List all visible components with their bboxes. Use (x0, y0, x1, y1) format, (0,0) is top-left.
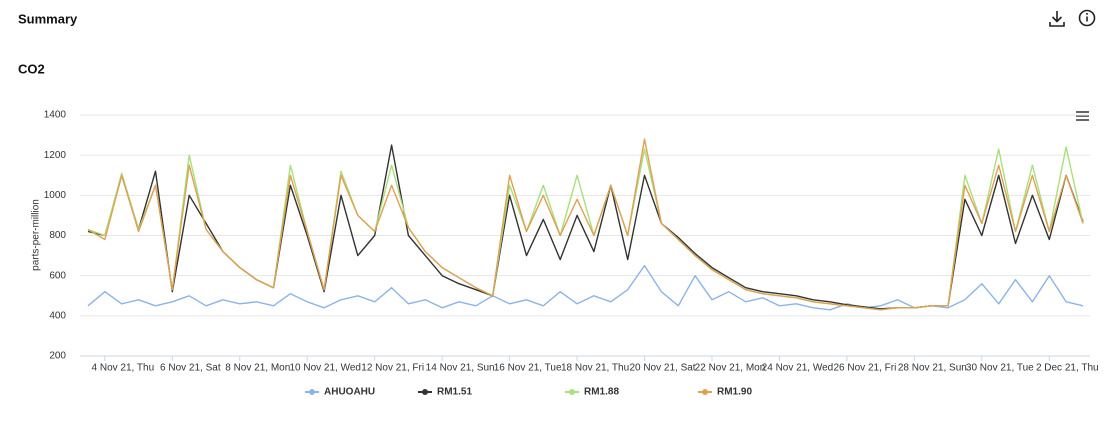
legend-label: AHUOAHU (324, 387, 375, 398)
legend-marker (569, 389, 575, 395)
series-line (87, 264, 1084, 311)
x-tick-label: 16 Nov 21, Tue (494, 363, 562, 374)
y-tick-label: 200 (49, 351, 66, 362)
x-tick-label: 22 Nov 21, Mon (695, 363, 766, 374)
download-icon[interactable] (1049, 11, 1065, 27)
x-tick-label: 8 Nov 21, Mon (225, 363, 290, 374)
y-tick-label: 1000 (44, 190, 67, 201)
y-tick-label: 400 (49, 310, 66, 321)
x-tick-label: 20 Nov 21, Sat (629, 363, 695, 374)
legend-marker (309, 389, 315, 395)
x-tick-label: 14 Nov 21, Sun (426, 363, 495, 374)
info-icon[interactable] (1078, 9, 1096, 27)
y-tick-label: 1200 (44, 150, 67, 161)
series-line (87, 144, 1084, 310)
legend-label: RM1.51 (437, 387, 472, 398)
x-tick-label: 6 Nov 21, Sat (160, 363, 221, 374)
x-tick-label: 10 Nov 21, Wed (289, 363, 361, 374)
panel-title: Summary (18, 11, 78, 26)
x-tick-label: 26 Nov 21, Fri (833, 363, 896, 374)
y-tick-label: 600 (49, 270, 66, 281)
x-tick-label: 18 Nov 21, Thu (561, 363, 629, 374)
x-tick-label: 28 Nov 21, Sun (898, 363, 967, 374)
legend-label: RM1.90 (717, 387, 752, 398)
series-line (87, 146, 1084, 311)
y-axis-label: parts-per-million (31, 199, 42, 271)
legend-marker (422, 389, 428, 395)
series-line (87, 138, 1084, 311)
x-tick-label: 2 Dec 21, Thu (1036, 363, 1099, 374)
x-tick-label: 4 Nov 21, Thu (92, 363, 155, 374)
x-tick-label: 24 Nov 21, Wed (762, 363, 834, 374)
chart-menu[interactable] (1076, 111, 1089, 121)
legend-marker (702, 389, 708, 395)
legend-label: RM1.88 (584, 387, 619, 398)
x-tick-label: 30 Nov 21, Tue (966, 363, 1034, 374)
y-tick-label: 1400 (44, 110, 67, 121)
y-tick-label: 800 (49, 230, 66, 241)
x-tick-label: 12 Nov 21, Fri (361, 363, 424, 374)
chart-title: CO2 (18, 61, 45, 76)
